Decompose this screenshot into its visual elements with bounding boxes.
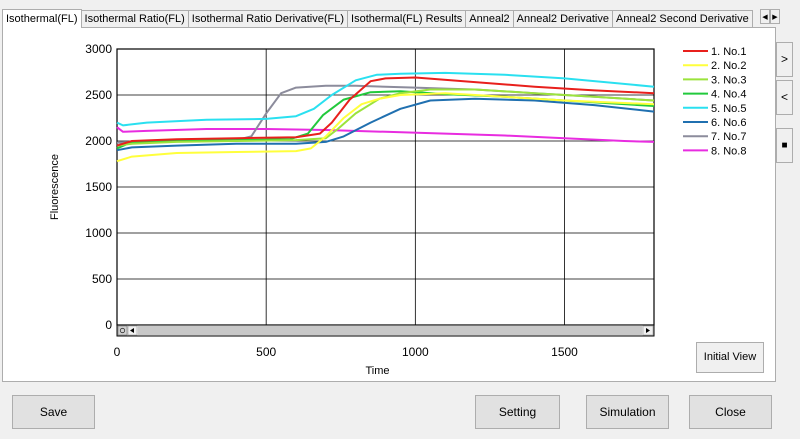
- legend-label-8: 8. No.8: [711, 145, 746, 157]
- scrollbar-grip-dot: [119, 327, 126, 334]
- x-axis-label: Time: [365, 365, 389, 377]
- tab-scroll-right-icon[interactable]: ▶: [770, 9, 780, 24]
- y-axis-label: Fluorescence: [49, 154, 61, 220]
- chart-scrollbar[interactable]: [116, 324, 655, 337]
- y-tick-label: 0: [105, 318, 112, 332]
- series-line-2: [116, 92, 655, 163]
- x-tick-label: 1000: [402, 345, 429, 359]
- legend-label-7: 7. No.7: [711, 131, 746, 143]
- y-tick-label: 1000: [85, 226, 112, 240]
- tab-scroll-left-icon[interactable]: ◀: [760, 9, 770, 24]
- scroll-right-icon: [646, 328, 650, 333]
- tab-bar: Isothermal(FL) Isothermal Ratio(FL) Isothe…: [0, 0, 800, 28]
- y-tick-label: 2500: [85, 88, 112, 102]
- expand-panel-button[interactable]: >: [776, 42, 793, 77]
- close-button[interactable]: Close: [689, 395, 772, 429]
- series-line-5: [116, 71, 655, 127]
- chart-axes: 0 500 1000 1500 2000 2500 3000 0 500 1000 1500 Time…: [49, 42, 655, 377]
- tab-isothermal-fl[interactable]: Isothermal(FL): [2, 9, 82, 28]
- stop-icon[interactable]: ■: [776, 128, 793, 163]
- y-tick-label: 3000: [85, 42, 112, 56]
- legend-label-2: 2. No.2: [711, 60, 746, 72]
- save-button[interactable]: Save: [12, 395, 95, 429]
- chart-series: [116, 71, 655, 163]
- x-tick-label: 0: [114, 345, 121, 359]
- tab-anneal2-derivative[interactable]: Anneal2 Derivative: [512, 10, 613, 28]
- initial-view-button[interactable]: Initial View: [696, 342, 764, 373]
- scrollbar-grip-icon: [117, 325, 128, 336]
- tab-isothermal-ratio-fl[interactable]: Isothermal Ratio(FL): [80, 10, 189, 28]
- chart-legend: 1. No.1 2. No.2 3. No.3 4. No.4 5. No.5 6. No…: [683, 46, 746, 157]
- y-tick-label: 2000: [85, 134, 112, 148]
- x-tick-label: 1500: [551, 345, 578, 359]
- tab-anneal2-second-derivative[interactable]: Anneal2 Second Derivative: [612, 10, 753, 28]
- legend-label-3: 3. No.3: [711, 74, 746, 86]
- tab-isothermal-fl-results[interactable]: Isothermal(FL) Results: [347, 10, 467, 28]
- setting-button[interactable]: Setting: [475, 395, 560, 429]
- series-line-3: [116, 88, 655, 147]
- series-line-6: [116, 97, 655, 152]
- scrollbar-thumb: [138, 326, 642, 335]
- simulation-button[interactable]: Simulation: [586, 395, 669, 429]
- fluorescence-chart: 0 500 1000 1500 2000 2500 3000 0 500 1000 1500 Time…: [49, 42, 746, 377]
- collapse-panel-button[interactable]: <: [776, 80, 793, 115]
- legend-label-1: 1. No.1: [711, 46, 746, 58]
- tab-isothermal-ratio-derivative-fl[interactable]: Isothermal Ratio Derivative(FL): [187, 10, 349, 28]
- legend-label-5: 5. No.5: [711, 103, 746, 115]
- series-line-1: [116, 76, 655, 147]
- tab-anneal2[interactable]: Anneal2: [465, 10, 514, 28]
- legend-label-4: 4. No.4: [711, 89, 746, 101]
- x-tick-label: 500: [256, 345, 276, 359]
- scroll-left-icon: [130, 328, 134, 333]
- tab-strip: Isothermal(FL) Isothermal Ratio(FL) Isothe…: [2, 9, 759, 28]
- chart-panel: 0 500 1000 1500 2000 2500 3000 0 500 1000 1500 Time…: [2, 27, 776, 382]
- y-tick-label: 500: [92, 272, 112, 286]
- y-tick-label: 1500: [85, 180, 112, 194]
- legend-label-6: 6. No.6: [711, 117, 746, 129]
- tab-scroll-arrows: ◀ ▶: [760, 9, 780, 25]
- chart-grid: [116, 48, 655, 326]
